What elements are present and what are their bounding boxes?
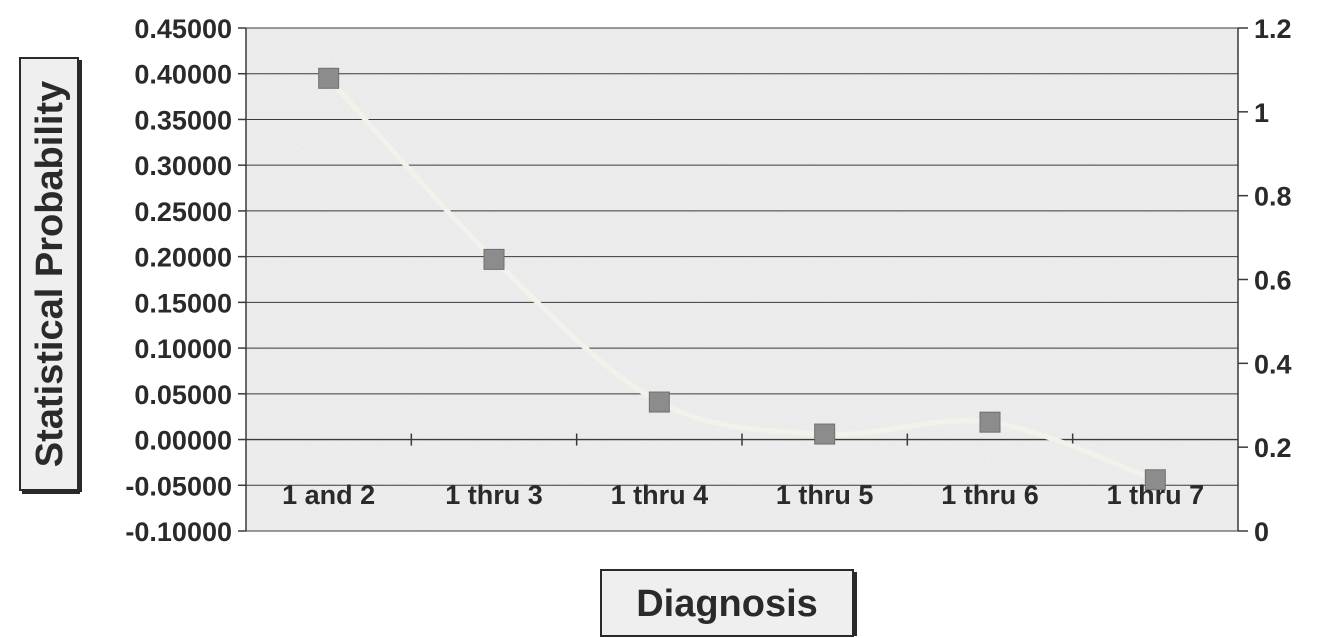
series-line (326, 76, 1157, 483)
y-tick-label: 0.00000 (134, 426, 232, 456)
y-axis-title: Statistical Probability (29, 81, 71, 467)
y-tick-label: 0.10000 (134, 334, 232, 364)
axes (238, 27, 1248, 532)
x-tick-label: 1 thru 7 (1107, 480, 1205, 510)
data-point (648, 391, 670, 413)
y2-tick-label: 0.6 (1254, 266, 1292, 296)
data-series (318, 67, 1166, 491)
x-tick-label: 1 thru 3 (445, 480, 543, 510)
y2-tick-label: 0.2 (1254, 433, 1292, 463)
category-labels: 1 and 2 1 thru 3 1 thru 4 1 thru 5 1 thru 6 1… (282, 480, 1204, 510)
y2-tick-label: 0.8 (1254, 182, 1292, 212)
y2-tick-label: 0.4 (1254, 349, 1292, 379)
data-point (318, 67, 340, 89)
tick-labels: 0.450000.400000.350000.300000.250000.200… (125, 14, 1291, 547)
x-axis-title: Diagnosis (636, 583, 818, 625)
y-tick-label: 0.35000 (134, 105, 232, 135)
y-tick-label: 0.15000 (134, 288, 232, 318)
y-axis-title-box: Statistical Probability (19, 57, 82, 494)
y-tick-label: 0.40000 (134, 60, 232, 90)
x-tick-label: 1 and 2 (282, 480, 375, 510)
y-tick-label: 0.25000 (134, 197, 232, 227)
y-tick-label: -0.10000 (125, 517, 232, 547)
x-axis-title-box: Diagnosis (600, 569, 857, 637)
data-point (979, 411, 1001, 433)
y-tick-label: -0.05000 (125, 471, 232, 501)
x-tick-label: 1 thru 5 (776, 480, 874, 510)
x-tick-label: 1 thru 6 (941, 480, 1039, 510)
y2-tick-label: 0 (1254, 517, 1269, 547)
y-tick-label: 0.45000 (134, 14, 232, 44)
y-tick-label: 0.20000 (134, 243, 232, 273)
y2-tick-label: 1 (1254, 98, 1269, 128)
y2-tick-label: 1.2 (1254, 14, 1292, 44)
data-point (483, 248, 505, 270)
data-point (814, 423, 836, 445)
y-tick-label: 0.05000 (134, 380, 232, 410)
data-point (1144, 469, 1166, 491)
plot-texture (246, 28, 1238, 531)
y-tick-label: 0.30000 (134, 151, 232, 181)
x-tick-label: 1 thru 4 (611, 480, 709, 510)
